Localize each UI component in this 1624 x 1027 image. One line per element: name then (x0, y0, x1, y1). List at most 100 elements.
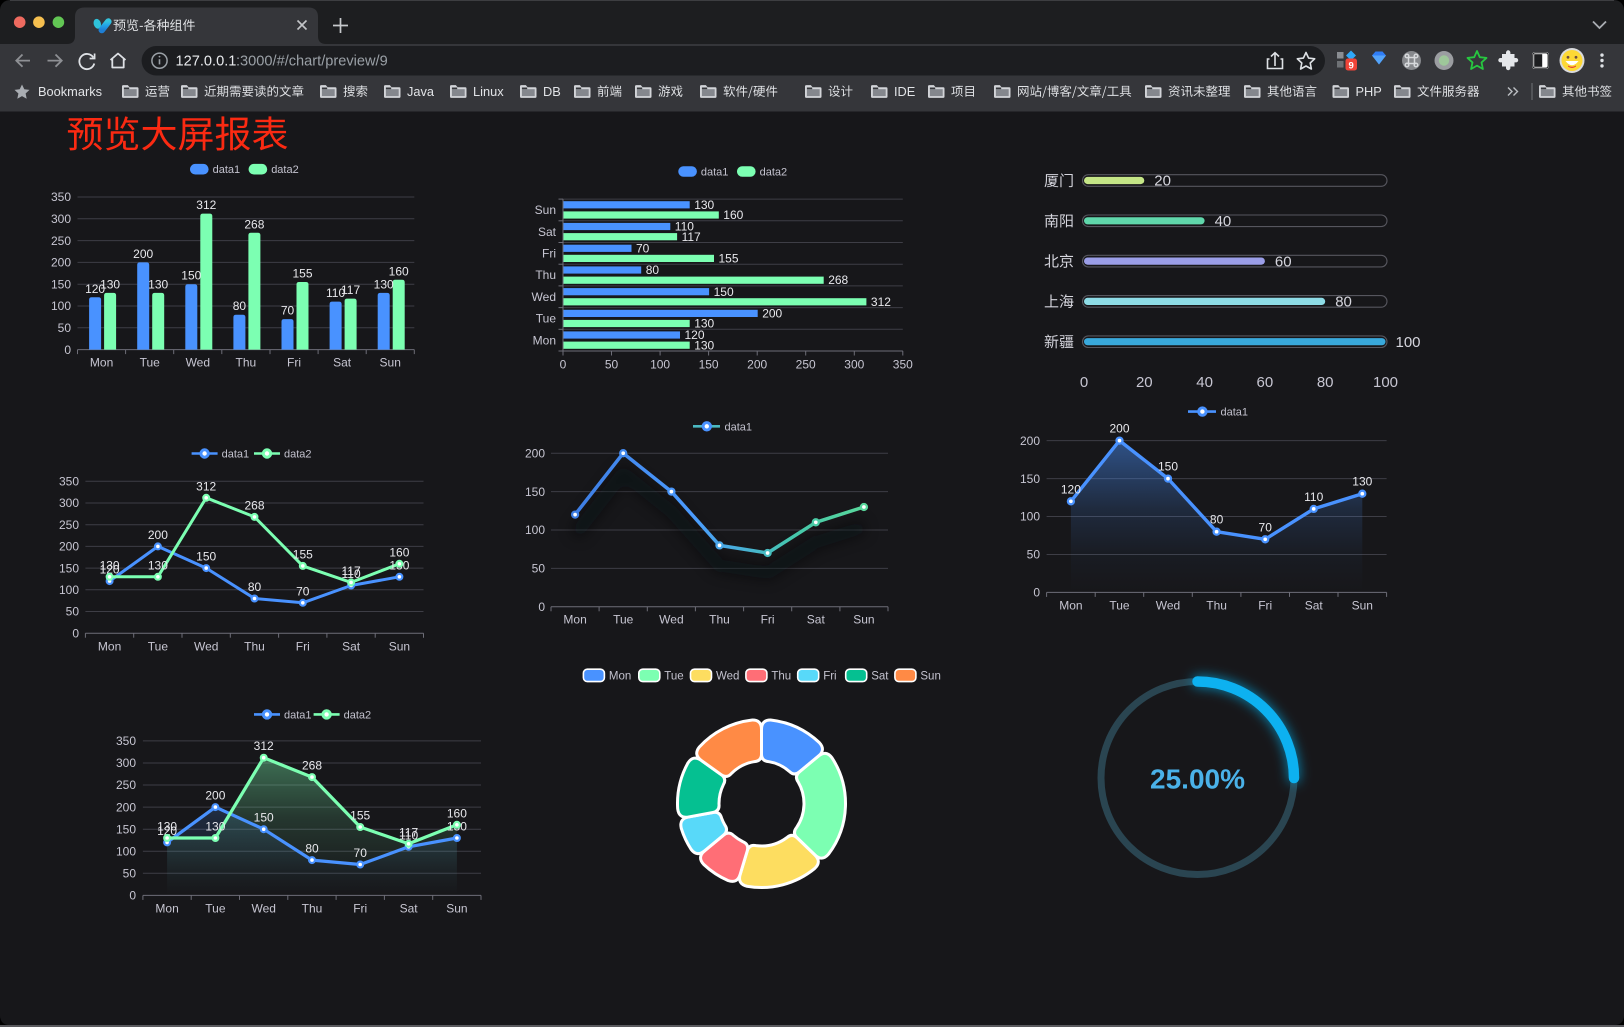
svg-text:130: 130 (157, 820, 177, 834)
svg-text:100: 100 (1373, 374, 1398, 391)
svg-text:Thu: Thu (535, 268, 556, 282)
svg-text:160: 160 (447, 806, 467, 820)
svg-text:Wed: Wed (186, 356, 210, 370)
svg-text:Tue: Tue (205, 902, 226, 916)
svg-text:data2: data2 (760, 167, 788, 179)
svg-text:data2: data2 (284, 449, 312, 461)
svg-text:200: 200 (148, 528, 168, 542)
svg-text:130: 130 (374, 277, 394, 291)
svg-text:200: 200 (1109, 422, 1129, 436)
svg-text:data1: data1 (222, 449, 250, 461)
svg-text:70: 70 (296, 584, 310, 598)
svg-text:110: 110 (675, 220, 694, 234)
svg-text:110: 110 (342, 567, 361, 581)
svg-text:Mon: Mon (533, 333, 556, 347)
svg-text:Sat: Sat (333, 356, 352, 370)
svg-text:200: 200 (116, 800, 136, 814)
svg-text:Fri: Fri (542, 247, 556, 261)
svg-text:312: 312 (254, 739, 274, 753)
svg-text:120: 120 (157, 824, 177, 838)
svg-text:300: 300 (59, 496, 79, 510)
svg-text:268: 268 (828, 273, 848, 287)
svg-text:268: 268 (244, 498, 264, 512)
svg-text:117: 117 (399, 825, 418, 839)
svg-text:120: 120 (85, 282, 105, 296)
svg-text:Tue: Tue (148, 640, 169, 654)
svg-text:200: 200 (747, 358, 767, 372)
svg-text:150: 150 (254, 811, 274, 825)
svg-text:350: 350 (51, 190, 71, 204)
svg-text:110: 110 (1304, 490, 1323, 504)
svg-text:100: 100 (1396, 334, 1421, 351)
svg-text:50: 50 (605, 358, 619, 372)
svg-text:250: 250 (116, 778, 136, 792)
svg-text:150: 150 (116, 822, 136, 836)
svg-text:150: 150 (51, 277, 71, 291)
svg-text:130: 130 (694, 338, 714, 352)
svg-text:data2: data2 (344, 709, 372, 721)
svg-text:0: 0 (129, 889, 136, 903)
svg-text:120: 120 (1061, 482, 1081, 496)
svg-text:Sun: Sun (446, 902, 467, 916)
svg-text:268: 268 (302, 759, 322, 773)
svg-text:Sun: Sun (380, 356, 401, 370)
svg-text:150: 150 (1158, 460, 1178, 474)
svg-text:100: 100 (51, 299, 71, 313)
svg-text:155: 155 (292, 267, 312, 281)
svg-text:60: 60 (1275, 253, 1292, 270)
svg-text:100: 100 (59, 583, 79, 597)
svg-text:0: 0 (1033, 586, 1040, 600)
svg-text:Sat: Sat (871, 671, 889, 683)
svg-text:Thu: Thu (1206, 599, 1227, 613)
svg-text:80: 80 (646, 263, 660, 277)
svg-text:Mon: Mon (90, 356, 113, 370)
svg-text:250: 250 (51, 234, 71, 248)
svg-text:160: 160 (389, 545, 409, 559)
svg-text:Tue: Tue (664, 671, 683, 683)
svg-text:250: 250 (59, 518, 79, 532)
svg-text:40: 40 (1215, 213, 1232, 230)
svg-text:150: 150 (699, 358, 719, 372)
svg-text:Fri: Fri (823, 671, 836, 683)
svg-text:160: 160 (723, 208, 743, 222)
svg-text:70: 70 (354, 846, 368, 860)
svg-text:110: 110 (399, 828, 418, 842)
svg-text:250: 250 (796, 358, 816, 372)
svg-text:data1: data1 (213, 164, 241, 176)
svg-text:data1: data1 (701, 167, 729, 179)
svg-text:60: 60 (1257, 374, 1274, 391)
svg-text:200: 200 (59, 540, 79, 554)
svg-text:40: 40 (1196, 374, 1213, 391)
svg-text:Sun: Sun (920, 671, 940, 683)
svg-text:Sat: Sat (400, 902, 419, 916)
svg-text:Thu: Thu (244, 640, 265, 654)
svg-text:Sat: Sat (538, 225, 557, 239)
svg-text:Wed: Wed (716, 671, 739, 683)
svg-text:312: 312 (196, 198, 216, 212)
svg-text:Sun: Sun (389, 640, 410, 654)
svg-text:Sun: Sun (535, 203, 556, 217)
svg-text:100: 100 (525, 523, 545, 537)
svg-text:80: 80 (1210, 513, 1224, 527)
svg-text:data2: data2 (271, 164, 299, 176)
svg-text:50: 50 (532, 562, 546, 576)
svg-text:Mon: Mon (1059, 599, 1082, 613)
svg-text:300: 300 (116, 756, 136, 770)
svg-text:Fri: Fri (353, 902, 367, 916)
svg-text:Fri: Fri (761, 613, 775, 627)
svg-text:DB: DB (543, 84, 561, 99)
svg-text:0: 0 (560, 358, 567, 372)
svg-text:155: 155 (719, 252, 739, 266)
svg-text:268: 268 (244, 217, 264, 231)
svg-text:Tue: Tue (1109, 599, 1130, 613)
svg-text:200: 200 (1020, 434, 1040, 448)
svg-text:Tue: Tue (536, 312, 557, 326)
svg-text:PHP: PHP (1356, 84, 1382, 99)
svg-text:Fri: Fri (1258, 599, 1272, 613)
svg-text:80: 80 (233, 299, 247, 313)
svg-text:Wed: Wed (532, 290, 556, 304)
svg-text:200: 200 (525, 446, 545, 460)
svg-text:130: 130 (205, 820, 225, 834)
svg-text:200: 200 (205, 789, 225, 803)
svg-text:350: 350 (59, 475, 79, 489)
